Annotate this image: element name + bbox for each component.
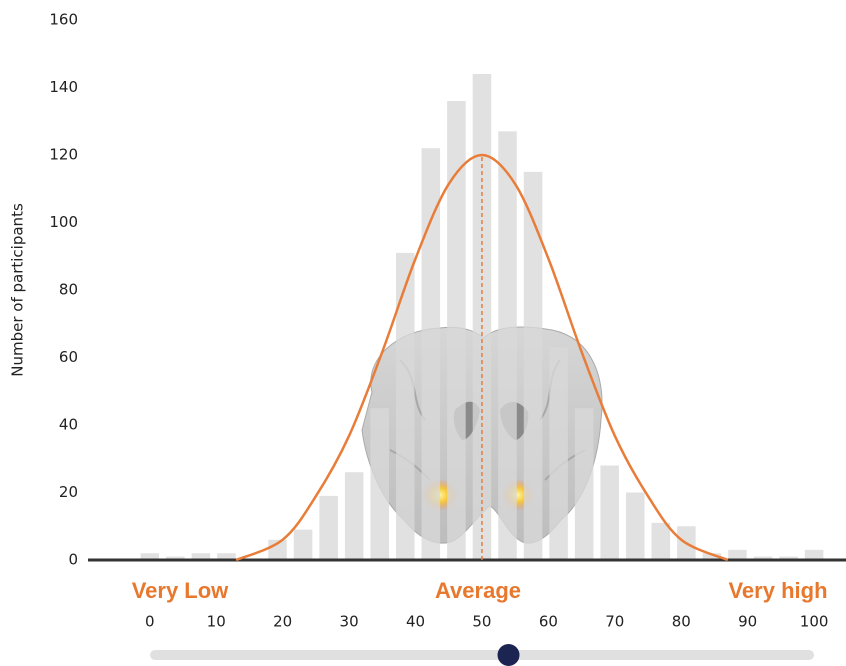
bar (600, 465, 619, 560)
x-tick-label: 0 (145, 613, 155, 631)
x-tick-label: 90 (738, 613, 757, 631)
bar (140, 553, 160, 560)
bar (293, 529, 313, 560)
x-tick-label: 10 (207, 613, 226, 631)
x-tick-label: 20 (273, 613, 292, 631)
bar (166, 556, 185, 560)
x-tick-label: 80 (672, 613, 691, 631)
bar (370, 408, 390, 560)
bar (753, 556, 773, 560)
x-tick-label: 70 (605, 613, 624, 631)
bar (447, 101, 466, 560)
x-tick-label: 100 (800, 613, 829, 631)
bar (421, 148, 441, 560)
y-tick-label: 20 (59, 483, 78, 501)
y-tick-label: 120 (49, 146, 78, 164)
bar (217, 553, 236, 560)
bar (472, 74, 492, 560)
bar (344, 472, 364, 560)
bar (651, 522, 671, 560)
x-tick-label: 50 (472, 613, 491, 631)
x-tick-label: 60 (539, 613, 558, 631)
bar (574, 408, 594, 560)
bar (549, 347, 568, 560)
y-tick-label: 0 (68, 551, 78, 569)
bar (625, 492, 645, 560)
y-tick-label: 100 (49, 213, 78, 231)
annotation: Very high (728, 578, 827, 603)
x-tick-label: 40 (406, 613, 425, 631)
y-tick-label: 160 (49, 11, 78, 29)
bar (319, 495, 338, 560)
y-tick-label: 140 (49, 78, 78, 96)
y-tick-label: 40 (59, 416, 78, 434)
bar (523, 171, 543, 560)
bar (728, 549, 747, 560)
annotation: Very Low (132, 578, 229, 603)
slider-track[interactable] (150, 650, 814, 660)
bar (191, 553, 211, 560)
bar (702, 553, 722, 560)
annotation: Average (435, 578, 521, 603)
bar (498, 131, 517, 560)
normal-curve (235, 153, 729, 562)
y-tick-label: 60 (59, 348, 78, 366)
bar (779, 556, 798, 560)
slider-knob[interactable] (497, 644, 520, 666)
bar (804, 549, 824, 560)
y-tick-label: 80 (59, 281, 78, 299)
bar (396, 252, 415, 560)
y-axis-title: Number of participants (9, 203, 27, 377)
x-tick-label: 30 (340, 613, 359, 631)
